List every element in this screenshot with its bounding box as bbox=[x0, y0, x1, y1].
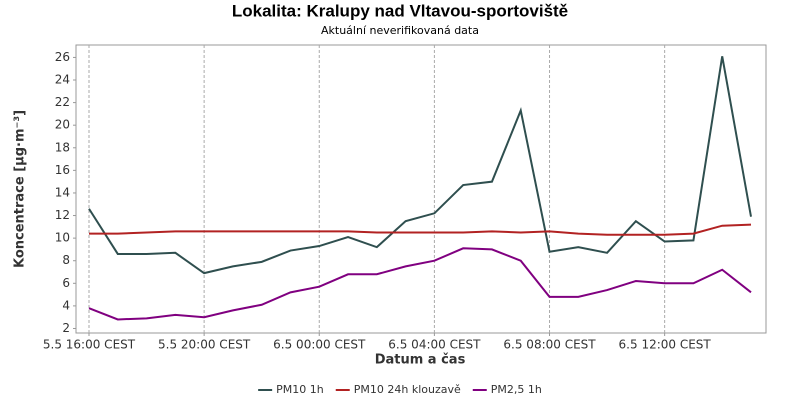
x-tick-label: 6.5 12:00 CEST bbox=[619, 338, 712, 352]
plot-area bbox=[75, 44, 767, 334]
x-axis-label: Datum a čas bbox=[375, 353, 466, 368]
y-tick-label: 10 bbox=[55, 231, 70, 245]
y-tick-label: 4 bbox=[62, 298, 70, 312]
legend-label: PM10 24h klouzavě bbox=[354, 383, 461, 396]
chart-subtitle: Aktuální neverifikovaná data bbox=[321, 24, 479, 37]
y-tick-label: 18 bbox=[55, 140, 70, 154]
legend-label: PM2,5 1h bbox=[491, 383, 542, 396]
y-tick-label: 2 bbox=[62, 321, 70, 335]
x-tick-label: 5.5 16:00 CEST bbox=[43, 338, 136, 352]
x-tick-label: 6.5 00:00 CEST bbox=[273, 338, 366, 352]
series-line bbox=[88, 247, 752, 321]
chart-title: Lokalita: Kralupy nad Vltavou-sportovišt… bbox=[232, 1, 568, 20]
legend-label: PM10 1h bbox=[276, 383, 324, 396]
y-tick-label: 20 bbox=[55, 118, 70, 132]
series-line bbox=[89, 223, 752, 236]
y-tick-label: 12 bbox=[55, 208, 70, 222]
x-tick-label: 5.5 20:00 CEST bbox=[158, 338, 251, 352]
y-axis-label: Koncentrace [µg·m⁻³] bbox=[13, 110, 28, 268]
y-tick-label: 26 bbox=[55, 50, 70, 64]
y-tick-label: 14 bbox=[55, 185, 70, 199]
series-line bbox=[88, 56, 752, 275]
y-tick-label: 16 bbox=[55, 163, 70, 177]
x-tick-label: 6.5 08:00 CEST bbox=[503, 338, 596, 352]
x-tick-label: 6.5 04:00 CEST bbox=[388, 338, 481, 352]
y-tick-label: 6 bbox=[62, 276, 70, 290]
y-tick-label: 8 bbox=[62, 253, 70, 267]
y-tick-label: 24 bbox=[55, 73, 70, 87]
y-tick-label: 22 bbox=[55, 95, 70, 109]
